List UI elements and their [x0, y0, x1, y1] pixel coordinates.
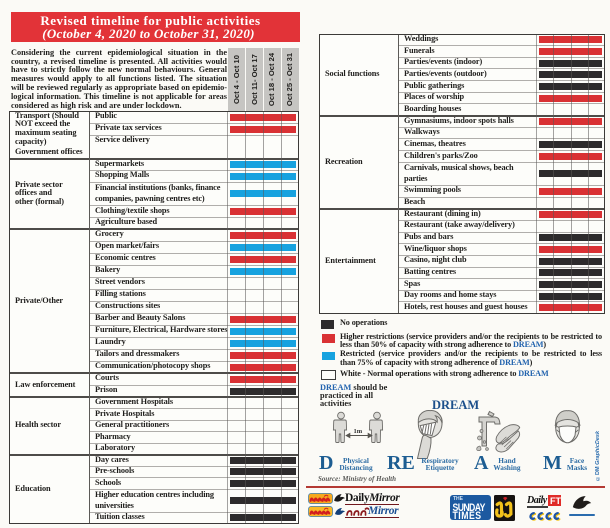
svg-text:1m: 1m [354, 428, 363, 435]
